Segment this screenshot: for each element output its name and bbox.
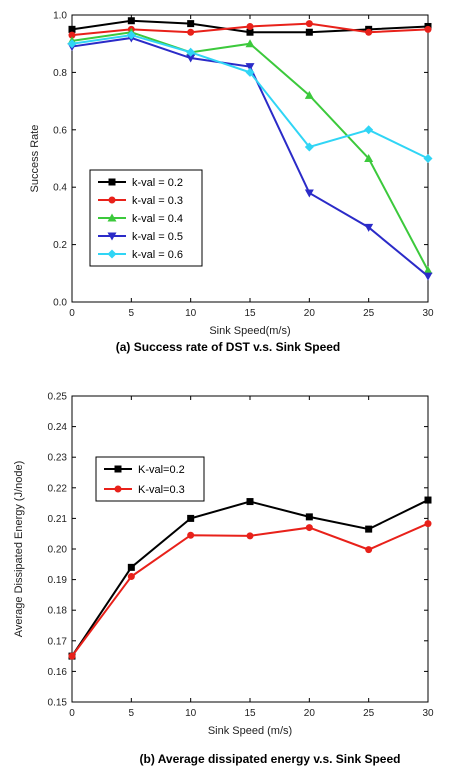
series-line: [71, 499, 429, 657]
data-point: [305, 513, 313, 521]
y-tick-label: 0.19: [48, 575, 68, 586]
data-point: [364, 154, 374, 162]
x-tick-label: 30: [422, 708, 434, 719]
y-tick-label: 0.18: [48, 606, 68, 617]
data-point: [186, 47, 196, 57]
legend-marker: [108, 178, 116, 186]
y-tick-label: 0.6: [53, 125, 67, 136]
data-point: [305, 28, 313, 36]
y-tick-label: 0.4: [53, 183, 67, 194]
x-tick-label: 0: [69, 308, 75, 319]
y-tick-label: 0.2: [53, 240, 67, 251]
data-point: [423, 154, 433, 163]
data-point: [364, 223, 374, 232]
data-point: [126, 30, 136, 40]
success-rate-chart: (a) Success rate of DST v.s. Sink Speed …: [29, 11, 434, 355]
data-point: [127, 563, 135, 571]
y-axis-label: Average Dissipated Energy (J/node): [13, 461, 25, 638]
data-point: [424, 520, 432, 528]
y-tick-label: 0.17: [48, 636, 68, 647]
x-tick-label: 10: [185, 708, 197, 719]
x-tick-label: 5: [129, 308, 135, 319]
x-tick-label: 20: [304, 308, 316, 319]
legend-label: k-val = 0.6: [132, 249, 183, 261]
x-axis-label: Sink Speed(m/s): [209, 325, 290, 337]
legend-marker: [114, 465, 122, 473]
series-line: [71, 34, 429, 160]
x-tick-label: 25: [363, 308, 375, 319]
legend-marker: [107, 232, 117, 241]
x-tick-label: 15: [244, 308, 256, 319]
data-point: [304, 189, 314, 198]
data-point: [68, 25, 76, 33]
data-point: [364, 125, 374, 135]
legend-marker: [107, 213, 117, 222]
y-tick-label: 1.0: [53, 11, 67, 22]
data-point: [67, 39, 77, 49]
data-point: [68, 31, 76, 39]
data-point: [365, 546, 373, 554]
data-point: [423, 265, 433, 274]
y-tick-label: 0.25: [48, 392, 68, 403]
data-point: [186, 54, 196, 63]
legend-label: k-val = 0.5: [132, 231, 183, 243]
y-tick-label: 0.24: [48, 422, 68, 433]
data-point: [424, 25, 432, 33]
chart-a-caption: (a) Success rate of DST v.s. Sink Speed: [116, 340, 341, 354]
y-tick-label: 0.15: [48, 698, 68, 709]
legend-marker: [114, 485, 122, 493]
x-tick-label: 0: [69, 708, 75, 719]
data-point: [304, 142, 314, 152]
data-point: [245, 39, 255, 48]
data-point: [304, 90, 314, 99]
y-tick-label: 0.20: [48, 545, 68, 556]
x-tick-label: 30: [422, 308, 434, 319]
data-point: [423, 272, 433, 281]
y-tick-label: 0.23: [48, 453, 68, 464]
data-point: [245, 63, 255, 72]
y-tick-label: 0.0: [53, 298, 67, 309]
data-point: [187, 514, 195, 522]
series-line: [71, 522, 429, 657]
plot-frame: [71, 395, 429, 703]
legend-label: K-val=0.3: [138, 484, 185, 496]
x-tick-label: 15: [244, 708, 256, 719]
data-point: [424, 496, 432, 504]
x-tick-label: 10: [185, 308, 197, 319]
data-point: [246, 532, 254, 540]
data-point: [127, 573, 135, 581]
energy-chart: (b) Average dissipated energy v.s. Sink …: [13, 392, 434, 767]
x-tick-label: 20: [304, 708, 316, 719]
data-point: [187, 531, 195, 539]
data-point: [246, 28, 254, 36]
x-tick-label: 5: [129, 708, 135, 719]
data-point: [365, 28, 373, 36]
y-tick-label: 0.16: [48, 667, 68, 678]
data-point: [305, 524, 313, 532]
data-point: [245, 67, 255, 77]
legend-label: k-val = 0.2: [132, 177, 183, 189]
y-tick-label: 0.21: [48, 514, 68, 525]
data-point: [305, 20, 313, 28]
y-tick-label: 0.22: [48, 483, 68, 494]
chart-b-caption: (b) Average dissipated energy v.s. Sink …: [140, 752, 401, 766]
y-tick-label: 0.8: [53, 68, 67, 79]
data-point: [187, 28, 195, 36]
data-point: [365, 525, 373, 533]
legend-marker: [107, 249, 117, 259]
legend-marker: [108, 196, 116, 204]
data-point: [127, 17, 135, 25]
data-point: [68, 652, 76, 660]
legend-box: [95, 456, 205, 502]
data-point: [187, 20, 195, 28]
legend-label: k-val = 0.4: [132, 213, 183, 225]
x-tick-label: 25: [363, 708, 375, 719]
x-axis-label: Sink Speed (m/s): [208, 725, 292, 737]
legend-label: k-val = 0.3: [132, 195, 183, 207]
legend-label: K-val=0.2: [138, 464, 185, 476]
data-point: [246, 22, 254, 30]
data-point: [246, 498, 254, 506]
y-axis-label: Success Rate: [29, 125, 41, 193]
